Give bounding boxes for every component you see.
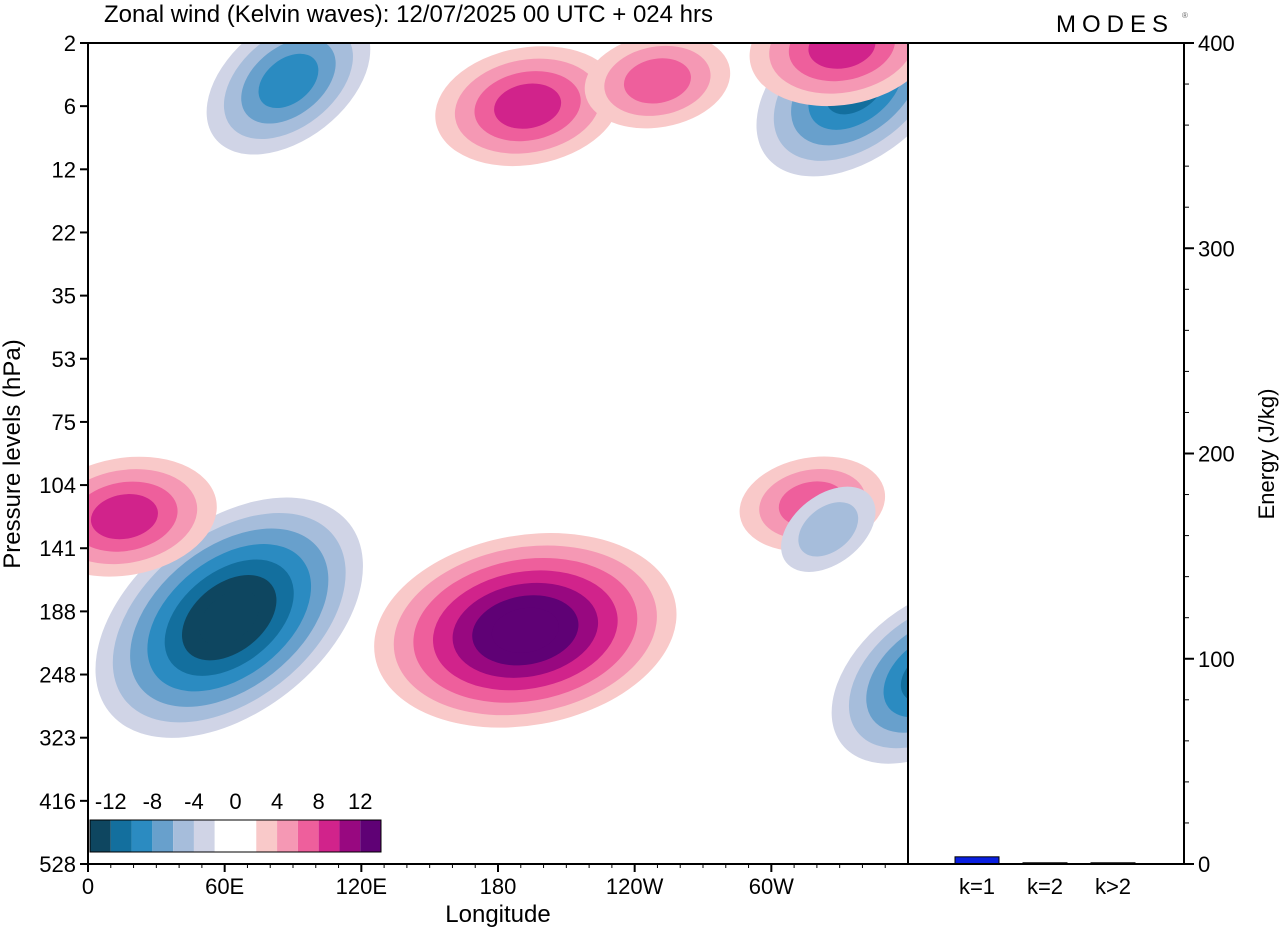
- energy-bar: [954, 856, 1000, 865]
- energy-tick-label: 200: [1198, 442, 1235, 467]
- contour-feature: [95, 497, 363, 738]
- colorbar-swatch: [297, 820, 319, 852]
- contour-feature: [781, 486, 876, 572]
- x-tick-label: 60W: [749, 874, 794, 899]
- colorbar-label: 0: [229, 789, 241, 814]
- contour-band: [623, 58, 691, 104]
- y-tick-label: 53: [52, 347, 76, 372]
- energy-axis-ticks: 0 100 200 300 400: [1184, 31, 1235, 877]
- energy-tick-label: 100: [1198, 647, 1235, 672]
- contour-band: [798, 502, 859, 557]
- colorbar-label: 4: [271, 789, 283, 814]
- colorbar-swatch: [235, 820, 257, 852]
- colorbar-swatch: [360, 820, 381, 852]
- colorbar-label: 12: [348, 789, 372, 814]
- x-tick-label: 60E: [205, 874, 244, 899]
- y-tick-label: 416: [39, 789, 76, 814]
- x-tick-label: 0: [82, 874, 94, 899]
- contour-feature: [749, 43, 908, 107]
- y-axis-label: Pressure levels (hPa): [0, 339, 26, 568]
- energy-categories: k=1 k=2 k>2: [959, 874, 1131, 899]
- energy-axis-label: Energy (J/kg): [1254, 389, 1279, 520]
- contour-band: [199, 590, 260, 645]
- y-tick-label: 323: [39, 726, 76, 751]
- y-tick-label: 528: [39, 852, 76, 877]
- y-tick-label: 248: [39, 663, 76, 688]
- colorbar-swatch: [256, 820, 278, 852]
- heatmap-contours: [88, 43, 908, 764]
- colorbar-label: -8: [143, 789, 163, 814]
- contour-feature: [206, 43, 371, 155]
- colorbar-swatch: [277, 820, 298, 852]
- y-tick-label: 22: [52, 220, 76, 245]
- colorbar-swatch: [110, 820, 132, 852]
- colorbar-swatch: [214, 820, 236, 852]
- energy-tick-label: 400: [1198, 31, 1235, 56]
- x-tick-label: 180: [480, 874, 517, 899]
- colorbar: -12 -8 -4 0 4 8 12: [86, 785, 385, 863]
- contour-band: [491, 607, 559, 653]
- contour-feature: [584, 43, 731, 129]
- y-tick-label: 188: [39, 599, 76, 624]
- contour-band: [808, 43, 876, 69]
- y-tick-label: 35: [52, 284, 76, 309]
- colorbar-swatch: [193, 820, 215, 852]
- contour-feature: [435, 46, 620, 167]
- y-tick-label: 75: [52, 410, 76, 435]
- energy-tick-label: 0: [1198, 852, 1210, 877]
- contour-band: [258, 53, 319, 109]
- energy-tick-label: 300: [1198, 236, 1235, 261]
- y-tick-label: 12: [52, 157, 76, 182]
- colorbar-swatch: [173, 820, 194, 852]
- energy-category-label: k>2: [1095, 874, 1131, 899]
- x-axis-label: Longitude: [445, 901, 550, 928]
- contour-feature: [374, 533, 677, 728]
- colorbar-label: -4: [184, 789, 204, 814]
- y-tick-label: 2: [64, 31, 76, 56]
- energy-category-label: k=2: [1027, 874, 1063, 899]
- energy-bars: [954, 856, 1136, 865]
- y-tick-label: 6: [64, 94, 76, 119]
- colorbar-frame: [89, 819, 382, 853]
- y-tick-label: 141: [39, 536, 76, 561]
- x-tick-label: 120E: [336, 874, 387, 899]
- y-axis: 2 6 12 22 35 53 75 104 141 188 248 323 416 528: [39, 31, 88, 877]
- colorbar-swatch: [131, 820, 153, 852]
- contour-band: [90, 494, 158, 540]
- x-axis: 0 60E 120E 180 120W 60W: [82, 864, 886, 899]
- brand-logo: MODES: [1056, 11, 1174, 38]
- colorbar-label: -12: [95, 789, 127, 814]
- chart-title: Zonal wind (Kelvin waves): 12/07/2025 00…: [104, 1, 713, 28]
- colorbar-swatch: [90, 820, 111, 852]
- colorbar-label: 8: [313, 789, 325, 814]
- energy-category-label: k=1: [959, 874, 995, 899]
- colorbar-swatch: [152, 820, 174, 852]
- brand-registered-mark: ®: [1182, 11, 1188, 20]
- contour-band: [494, 83, 562, 129]
- colorbar-swatch: [318, 820, 340, 852]
- y-tick-label: 104: [39, 473, 76, 498]
- colorbar-swatch: [339, 820, 361, 852]
- x-tick-label: 120W: [606, 874, 664, 899]
